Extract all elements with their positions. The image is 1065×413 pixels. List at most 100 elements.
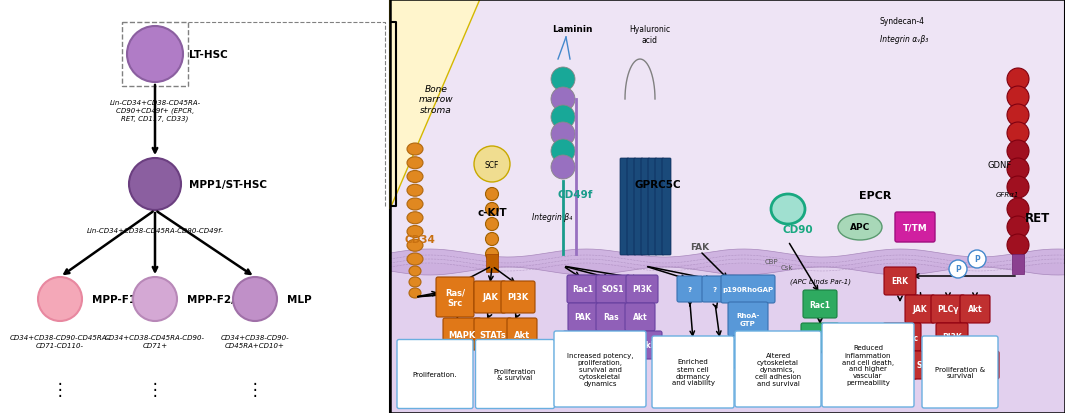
Circle shape [551,106,575,130]
Text: ⋮: ⋮ [147,380,163,398]
Text: Laminin: Laminin [552,26,592,34]
Text: CD90: CD90 [783,224,814,235]
FancyBboxPatch shape [940,351,972,379]
Text: CD34+CD38-CD90-CD45RA-
CD71-CD110-: CD34+CD38-CD90-CD45RA- CD71-CD110- [10,334,110,348]
FancyBboxPatch shape [475,339,555,408]
FancyBboxPatch shape [721,275,775,303]
FancyBboxPatch shape [884,267,916,295]
FancyBboxPatch shape [648,159,657,255]
Ellipse shape [771,195,805,224]
FancyBboxPatch shape [895,212,935,242]
Text: JAK: JAK [913,305,928,314]
FancyBboxPatch shape [922,336,998,408]
FancyBboxPatch shape [507,318,537,350]
Text: MAPK: MAPK [600,341,625,350]
Text: PKC: PKC [948,361,965,370]
Circle shape [133,277,177,321]
FancyBboxPatch shape [627,159,636,255]
Text: Rac1: Rac1 [809,300,831,309]
FancyBboxPatch shape [567,275,599,303]
Text: ⋮: ⋮ [247,380,263,398]
Text: MLP: MLP [286,294,312,304]
Text: Lin-CD34+CD38-CD45RA-
CD90+CD49f+ (EPCR,
RET, CD117, CD33): Lin-CD34+CD38-CD45RA- CD90+CD49f+ (EPCR,… [110,100,200,122]
Text: Lin-CD34+CD38-CD45RA-CD90-CD49f-: Lin-CD34+CD38-CD45RA-CD90-CD49f- [86,228,224,233]
FancyBboxPatch shape [702,276,728,302]
Text: p190RhoGAP: p190RhoGAP [722,286,773,292]
Text: CD34+CD38-CD45RA-CD90-
CD71+: CD34+CD38-CD45RA-CD90- CD71+ [105,334,204,348]
Text: Altered
cytoskeletal
dynamics,
cell adhesion
and survival: Altered cytoskeletal dynamics, cell adhe… [755,352,801,386]
FancyBboxPatch shape [443,318,481,350]
Text: SCF: SCF [485,160,499,169]
Text: (APC binds Par-1): (APC binds Par-1) [789,278,851,285]
Text: LT-HSC: LT-HSC [189,50,228,60]
Circle shape [551,88,575,112]
Ellipse shape [407,171,423,183]
FancyBboxPatch shape [931,295,965,323]
Ellipse shape [409,288,421,298]
Text: NF-kB: NF-kB [807,333,833,342]
Circle shape [1007,123,1029,145]
FancyBboxPatch shape [803,290,837,318]
Bar [486,254,498,272]
Text: Ras: Ras [603,313,619,322]
Text: Ras/
Src: Ras/ Src [445,287,465,307]
Circle shape [1007,69,1029,91]
Circle shape [551,156,575,180]
Text: PAK: PAK [575,313,591,322]
Text: ?: ? [712,286,717,292]
Text: T/TM: T/TM [903,223,928,232]
Text: Akt: Akt [633,313,648,322]
Text: c-KIT: c-KIT [477,207,507,218]
Text: P: P [955,265,961,274]
FancyBboxPatch shape [822,323,914,407]
Text: EPCR: EPCR [858,190,891,201]
Text: Integrin β₄: Integrin β₄ [531,213,572,222]
Text: MPP-F2/F3: MPP-F2/F3 [187,294,249,304]
Text: PI3K: PI3K [943,333,962,342]
Ellipse shape [407,226,423,238]
FancyBboxPatch shape [596,275,630,303]
Text: STATs: STATs [917,361,941,370]
Text: PLCγ: PLCγ [937,305,959,314]
Text: Cofilin: Cofilin [568,341,595,350]
FancyBboxPatch shape [436,277,474,317]
Circle shape [129,159,181,211]
FancyBboxPatch shape [883,323,921,351]
Text: GDNF: GDNF [988,160,1012,169]
FancyBboxPatch shape [730,340,766,368]
Text: PI3K: PI3K [507,293,528,302]
FancyBboxPatch shape [594,331,630,359]
FancyBboxPatch shape [662,159,671,255]
FancyBboxPatch shape [655,159,663,255]
Circle shape [949,260,967,278]
Text: RhoA-
GTP: RhoA- GTP [736,313,759,326]
Text: STATs: STATs [479,330,506,339]
Circle shape [474,147,510,183]
Circle shape [1007,141,1029,163]
FancyBboxPatch shape [883,351,917,379]
Text: SOS1: SOS1 [602,285,624,294]
FancyBboxPatch shape [474,318,512,350]
Text: Ras/Src: Ras/Src [886,333,918,342]
FancyBboxPatch shape [625,303,655,331]
FancyBboxPatch shape [960,295,990,323]
Ellipse shape [407,240,423,252]
Text: ERK: ERK [891,277,908,286]
FancyBboxPatch shape [568,303,599,331]
Ellipse shape [486,203,498,216]
Circle shape [1007,235,1029,256]
Ellipse shape [407,199,423,211]
FancyBboxPatch shape [626,331,662,359]
Circle shape [1007,87,1029,109]
FancyBboxPatch shape [728,302,768,336]
Circle shape [551,68,575,92]
FancyBboxPatch shape [501,281,535,313]
FancyBboxPatch shape [912,351,946,379]
Circle shape [551,140,575,164]
Ellipse shape [407,254,423,266]
Text: MPP-F1: MPP-F1 [92,294,136,304]
Text: MPP1/ST-HSC: MPP1/ST-HSC [189,180,267,190]
Ellipse shape [409,277,421,287]
Text: NF-kB: NF-kB [632,341,657,350]
Ellipse shape [486,188,498,201]
